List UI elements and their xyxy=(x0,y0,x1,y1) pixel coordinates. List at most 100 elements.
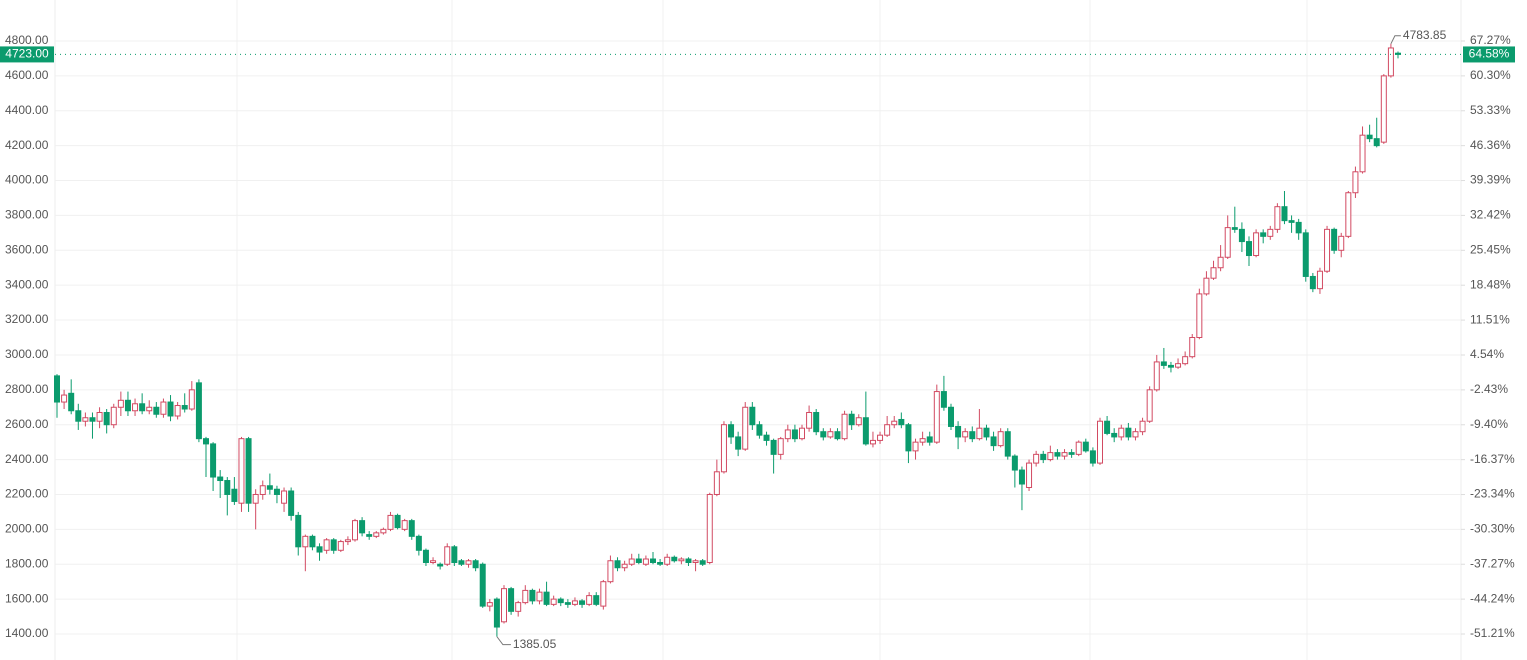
candle-body xyxy=(89,417,96,422)
candle-body xyxy=(600,581,607,607)
candle-body xyxy=(1182,356,1189,365)
candle-body xyxy=(1011,455,1018,471)
y-tick-label: 4600.00 xyxy=(5,68,49,82)
candle-body xyxy=(742,406,749,450)
candle-body xyxy=(465,560,472,565)
candle-body xyxy=(288,490,295,516)
candle-body xyxy=(1246,241,1252,257)
candle-body xyxy=(571,600,578,605)
candle-body xyxy=(1040,453,1047,461)
y-tick-label: 3200.00 xyxy=(5,312,49,326)
candle-body xyxy=(181,405,188,410)
candle-body xyxy=(245,438,252,504)
y2-tick-label: 11.51% xyxy=(1470,312,1510,326)
candle-body xyxy=(990,436,997,447)
candle-body xyxy=(1380,75,1387,143)
candle-body xyxy=(1281,206,1288,222)
candle-body xyxy=(642,558,649,565)
candle-body xyxy=(330,539,337,551)
candle-body xyxy=(1224,227,1231,258)
y-tick-label: 2400.00 xyxy=(5,452,49,466)
candle-body xyxy=(224,480,231,495)
y-tick-label: 2200.00 xyxy=(5,487,49,501)
candle-body xyxy=(479,563,486,607)
candle-body xyxy=(607,560,614,583)
candle-body xyxy=(1104,420,1111,434)
candle-body xyxy=(955,425,962,438)
candle-body xyxy=(380,528,387,534)
candle-body xyxy=(905,424,912,452)
candle-body xyxy=(940,391,947,408)
candle-body xyxy=(387,514,394,530)
candle-body xyxy=(926,436,933,443)
candle-body xyxy=(408,520,415,537)
candle-body xyxy=(366,534,373,537)
candle-body xyxy=(295,514,302,548)
candle-body xyxy=(302,535,309,548)
candle-body xyxy=(160,401,167,415)
candle-body xyxy=(919,438,926,443)
y2-tick-label: -23.34% xyxy=(1470,487,1515,501)
candle-body xyxy=(756,424,763,436)
candle-body xyxy=(1217,256,1224,269)
candle-body xyxy=(1118,427,1125,438)
candle-body xyxy=(266,485,273,490)
y-tick-label: 3400.00 xyxy=(5,277,49,291)
candle-body xyxy=(877,434,884,441)
candle-body xyxy=(1089,450,1096,464)
y2-tick-label: 46.36% xyxy=(1470,138,1511,152)
candle-body xyxy=(61,394,68,403)
candle-body xyxy=(515,602,522,612)
candle-body xyxy=(706,493,713,563)
y-tick-label: 4400.00 xyxy=(5,103,49,117)
candle-body xyxy=(997,431,1004,447)
candle-body xyxy=(869,439,876,445)
candle-body xyxy=(1160,361,1167,366)
y2-tick-label: -2.43% xyxy=(1470,382,1508,396)
candle-body xyxy=(1167,364,1174,368)
candle-body xyxy=(579,600,586,605)
candle-body xyxy=(1238,228,1245,243)
candle-body xyxy=(54,375,60,403)
candle-body xyxy=(834,431,841,440)
candle-body xyxy=(394,514,401,529)
pct-tag-label: 64.58% xyxy=(1469,47,1510,61)
candle-body xyxy=(621,563,628,569)
candle-body xyxy=(806,412,813,429)
candle-body xyxy=(210,443,217,478)
candle-body xyxy=(1359,134,1366,173)
candle-body xyxy=(238,438,245,504)
candle-body xyxy=(820,431,827,438)
y2-tick-label: -30.30% xyxy=(1470,522,1515,536)
candle-body xyxy=(316,546,323,553)
candle-body xyxy=(948,406,954,427)
candle-body xyxy=(671,556,678,562)
candle-body xyxy=(1061,452,1068,457)
candle-body xyxy=(401,520,408,530)
y-tick-label: 2000.00 xyxy=(5,522,49,536)
candle-body xyxy=(678,558,685,562)
candle-body xyxy=(344,539,351,543)
time-grid xyxy=(54,0,1462,660)
candle-body xyxy=(713,471,720,495)
candle-body xyxy=(1345,192,1352,237)
candle-body xyxy=(493,598,500,628)
candle-body xyxy=(188,389,195,410)
candle-body xyxy=(728,424,735,438)
candle-body xyxy=(1324,228,1331,272)
candle-body xyxy=(614,560,621,569)
candle-body xyxy=(813,412,820,433)
candle-body xyxy=(628,558,635,565)
candle-body xyxy=(1302,232,1309,277)
candle-body xyxy=(75,410,82,422)
candle-body xyxy=(1153,361,1160,391)
y2-tick-label: 18.48% xyxy=(1470,277,1511,291)
y2-tick-label: 39.39% xyxy=(1470,173,1511,187)
candle-body xyxy=(1260,232,1267,237)
candle-body xyxy=(309,535,316,548)
candle-body xyxy=(685,558,692,564)
candle-body xyxy=(543,591,550,605)
candle-body xyxy=(1075,441,1082,455)
candle-body xyxy=(422,549,429,564)
pct-tag xyxy=(1463,46,1515,63)
